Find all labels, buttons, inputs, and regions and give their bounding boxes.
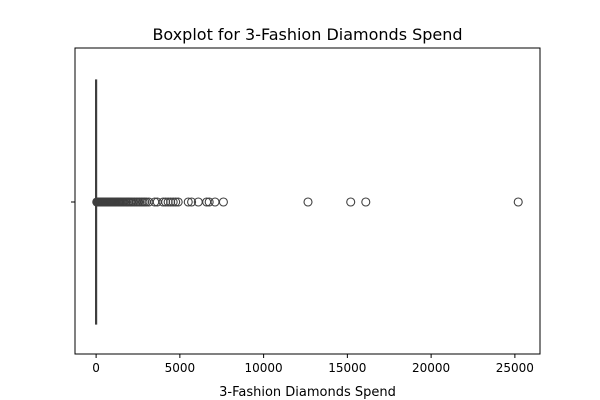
plot-area (92, 79, 523, 325)
outlier-point (218, 197, 228, 207)
outlier-point (183, 197, 193, 207)
x-tick-label: 5000 (165, 361, 196, 375)
x-tick-label: 25000 (496, 361, 534, 375)
outlier-point (187, 197, 197, 207)
outlier-point (173, 197, 183, 207)
outlier-point (204, 197, 214, 207)
x-tick-label: 15000 (328, 361, 366, 375)
outlier-point (513, 197, 523, 207)
outlier-point (171, 197, 181, 207)
x-tick-label: 0 (92, 361, 100, 375)
plot-frame (74, 47, 541, 355)
outlier-point (303, 197, 313, 207)
x-axis-label: 3-Fashion Diamonds Spend (219, 385, 396, 400)
outlier-point (346, 197, 356, 207)
outlier-point (168, 197, 178, 207)
x-tick-label: 10000 (245, 361, 283, 375)
chart-title: Boxplot for 3-Fashion Diamonds Spend (152, 25, 462, 44)
x-tick-label: 20000 (412, 361, 450, 375)
outlier-point (361, 197, 371, 207)
